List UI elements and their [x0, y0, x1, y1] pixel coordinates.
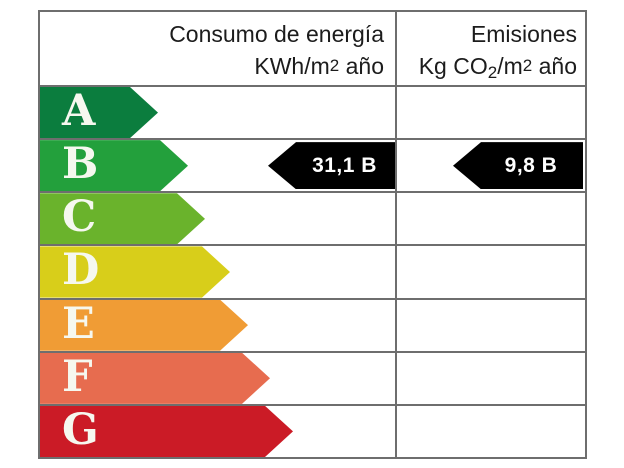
rating-row-f: F — [40, 350, 585, 404]
rating-letter: G — [62, 404, 99, 455]
header-segment: año — [532, 53, 577, 79]
rating-arrow: A — [40, 87, 158, 138]
rating-arrow: F — [40, 353, 270, 404]
rating-letter: E — [62, 298, 95, 349]
rating-letter: A — [62, 86, 96, 137]
rating-table: Consumo de energía KWh/m2 año Emisiones … — [38, 10, 587, 459]
header-segment: año — [339, 53, 384, 79]
rating-row-g: G — [40, 403, 585, 457]
rating-row-c: C — [40, 191, 585, 244]
header-segment: KWh/m — [254, 53, 330, 79]
rating-row-e: E — [40, 297, 585, 351]
rating-arrow: E — [40, 300, 248, 351]
indicator-value: 9,8 B — [504, 153, 558, 177]
header-segment: 2 — [522, 56, 533, 75]
rating-row-b: B 31,1 B 9,8 B — [40, 138, 585, 191]
header-segment: 2 — [329, 56, 340, 75]
emissions-value-indicator: 9,8 B — [453, 142, 583, 190]
consumption-value-indicator: 31,1 B — [268, 142, 395, 190]
rating-letter: F — [62, 351, 93, 402]
rating-arrow: G — [40, 406, 293, 457]
consumption-header-line2: KWh/m2 año — [40, 50, 384, 82]
header-segment: Kg CO — [418, 53, 488, 79]
consumption-header-line1: Consumo de energía — [169, 21, 384, 47]
header-segment: /m — [497, 53, 523, 79]
emissions-column-header: Emisiones Kg CO2/m2 año — [397, 12, 585, 85]
emissions-header-line1: Emisiones — [470, 21, 577, 47]
rating-row-d: D — [40, 244, 585, 297]
table-header: Consumo de energía KWh/m2 año Emisiones … — [40, 12, 585, 85]
rating-row-a: A — [40, 85, 585, 138]
rating-arrow: D — [40, 246, 230, 297]
consumption-column-header: Consumo de energía KWh/m2 año — [40, 12, 395, 85]
rating-rows: A B 31,1 B 9,8 B C D E F G — [40, 85, 585, 457]
rating-letter: D — [62, 245, 100, 296]
rating-letter: C — [62, 192, 97, 243]
indicator-value: 31,1 B — [312, 153, 377, 177]
rating-arrow: B — [40, 140, 188, 191]
rating-arrow: C — [40, 193, 205, 244]
rating-letter: B — [62, 139, 99, 190]
header-segment: 2 — [487, 63, 498, 82]
column-divider — [395, 12, 397, 457]
emissions-header-line2: Kg CO2/m2 año — [397, 50, 577, 89]
